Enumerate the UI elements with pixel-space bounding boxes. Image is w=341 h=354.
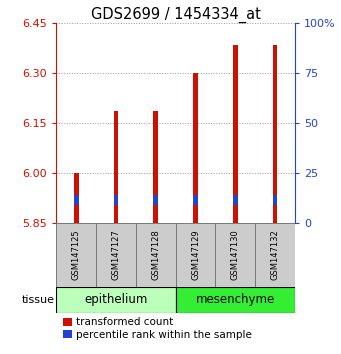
Text: GSM147129: GSM147129 — [191, 230, 200, 280]
FancyBboxPatch shape — [136, 223, 176, 287]
Text: GSM147132: GSM147132 — [270, 230, 280, 280]
Text: GSM147125: GSM147125 — [72, 230, 81, 280]
Text: epithelium: epithelium — [84, 293, 148, 307]
Bar — [273, 45, 278, 223]
Text: mesenchyme: mesenchyme — [196, 293, 275, 307]
FancyBboxPatch shape — [96, 223, 136, 287]
Bar — [193, 73, 198, 223]
Bar — [233, 195, 238, 205]
Bar — [193, 195, 198, 205]
FancyBboxPatch shape — [56, 223, 96, 287]
FancyBboxPatch shape — [255, 223, 295, 287]
Bar — [114, 111, 118, 223]
Bar — [153, 111, 158, 223]
FancyBboxPatch shape — [176, 223, 216, 287]
Bar — [74, 173, 78, 223]
FancyBboxPatch shape — [56, 287, 176, 313]
FancyBboxPatch shape — [216, 223, 255, 287]
Bar — [273, 195, 278, 205]
Bar — [114, 195, 118, 205]
Text: GSM147127: GSM147127 — [112, 230, 120, 280]
Bar — [233, 45, 238, 223]
FancyBboxPatch shape — [176, 287, 295, 313]
Bar — [153, 195, 158, 205]
Bar — [74, 195, 78, 205]
Text: tissue: tissue — [21, 295, 54, 305]
Title: GDS2699 / 1454334_at: GDS2699 / 1454334_at — [91, 7, 261, 23]
Text: GSM147130: GSM147130 — [231, 230, 240, 280]
Text: GSM147128: GSM147128 — [151, 230, 160, 280]
Legend: transformed count, percentile rank within the sample: transformed count, percentile rank withi… — [61, 316, 253, 341]
